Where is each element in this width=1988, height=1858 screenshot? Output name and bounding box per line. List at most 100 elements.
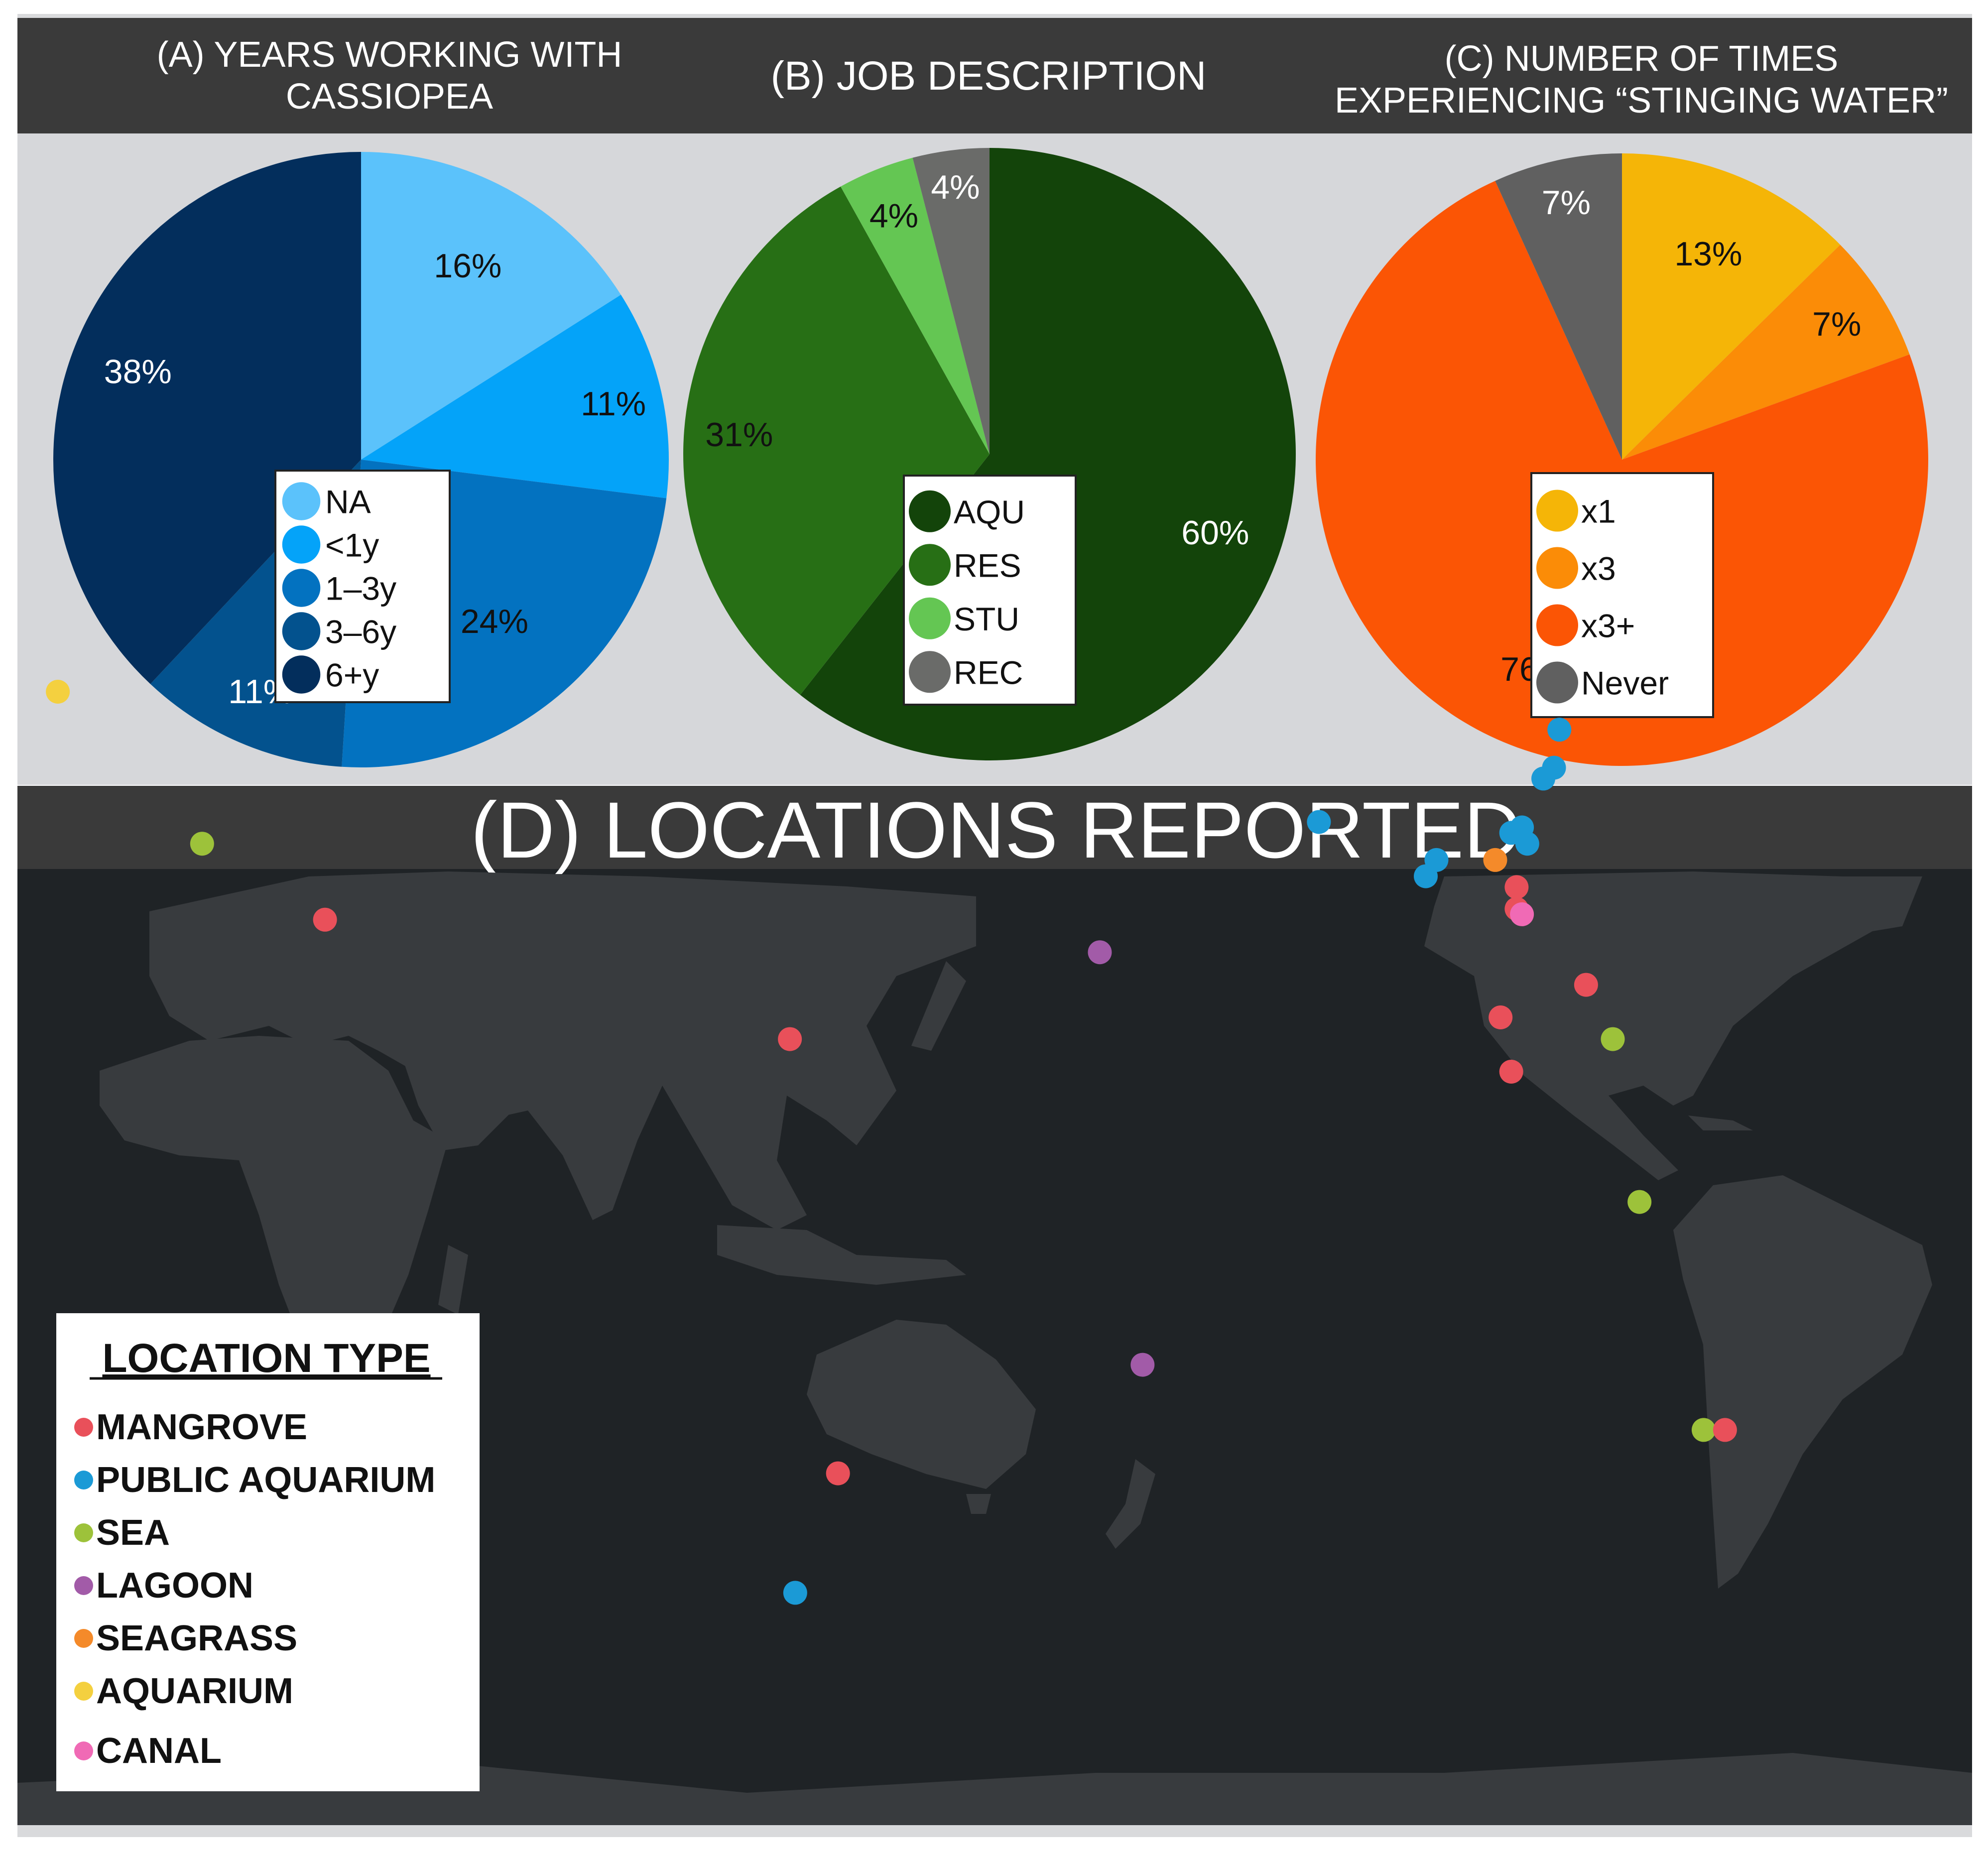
pie-data-label: 31% bbox=[705, 416, 773, 454]
top-frame bbox=[17, 14, 1972, 18]
map-point-lagoon bbox=[1130, 1353, 1155, 1377]
pie-slice--1y bbox=[361, 294, 669, 498]
legend-swatch bbox=[282, 655, 321, 694]
map-legend-swatch bbox=[74, 1741, 93, 1760]
legend-swatch bbox=[1536, 661, 1578, 704]
legend-label: x1 bbox=[1581, 493, 1616, 530]
legend-label: RES bbox=[954, 547, 1021, 584]
legend-label: STU bbox=[954, 601, 1019, 637]
legend-swatch bbox=[909, 490, 951, 532]
land-japan bbox=[911, 961, 966, 1051]
map-legend-label: AQUARIUM bbox=[96, 1671, 293, 1711]
map-point-mangrove bbox=[1489, 1005, 1513, 1029]
legend-label: 3–6y bbox=[325, 614, 396, 650]
map-legend: LOCATION TYPE MANGROVE PUBLIC AQUARIUM SEA L… bbox=[56, 1313, 480, 1791]
legend-swatch bbox=[1536, 604, 1578, 646]
map-legend-title: LOCATION TYPE bbox=[102, 1336, 430, 1381]
map-point-public-aquarium bbox=[1542, 755, 1566, 780]
map-point-public-aquarium bbox=[783, 1581, 807, 1605]
pie-header-band bbox=[17, 18, 1972, 133]
map-point-canal bbox=[1510, 902, 1534, 926]
map-point-mangrove bbox=[1574, 973, 1598, 997]
map-legend-swatch bbox=[74, 1418, 93, 1437]
legend-swatch bbox=[909, 544, 951, 586]
map-point-public-aquarium bbox=[1424, 848, 1449, 872]
map-points bbox=[46, 680, 1737, 1605]
pie-slice-never bbox=[1495, 153, 1622, 460]
pie-data-label: 4% bbox=[931, 168, 980, 206]
pie-data-label: 11% bbox=[581, 385, 646, 423]
map-header-band bbox=[17, 786, 1972, 869]
pie-data-label: 38% bbox=[104, 353, 172, 391]
pie-slice-stu bbox=[840, 157, 990, 454]
pie-data-label: 4% bbox=[870, 197, 918, 235]
legend-label: 1–3y bbox=[325, 570, 396, 607]
land-south-america bbox=[1673, 1175, 1932, 1589]
land-indonesia bbox=[717, 1225, 966, 1285]
map-point-aquarium bbox=[46, 680, 70, 704]
map-point-public-aquarium bbox=[1515, 832, 1539, 856]
legend-swatch bbox=[282, 612, 321, 650]
map-point-public-aquarium bbox=[1547, 718, 1572, 742]
map-point-public-aquarium bbox=[1307, 810, 1331, 834]
map-legend-swatch bbox=[74, 1682, 93, 1701]
legend-swatch bbox=[909, 597, 951, 639]
legend-label: x3 bbox=[1581, 550, 1616, 587]
panel-d-title: (D) LOCATIONS REPORTED bbox=[471, 785, 1521, 874]
pie-slice-x1 bbox=[1622, 153, 1841, 460]
map-legend-label: PUBLIC AQUARIUM bbox=[96, 1460, 435, 1500]
pie-legend: x1 x3 x3+ Never bbox=[1530, 472, 1714, 718]
legend-swatch bbox=[282, 482, 321, 520]
map-point-mangrove bbox=[778, 1027, 802, 1051]
pie-data-label: 24% bbox=[461, 603, 528, 640]
map-legend-label: MANGROVE bbox=[96, 1407, 307, 1447]
legend-label: <1y bbox=[325, 527, 379, 564]
legend-label: 6+y bbox=[325, 657, 379, 694]
land-africa bbox=[100, 1036, 448, 1374]
map-legend-swatch bbox=[74, 1471, 93, 1489]
legend-label: Never bbox=[1581, 665, 1669, 702]
land-new-zealand bbox=[1106, 1459, 1155, 1549]
map-point-mangrove bbox=[1504, 875, 1529, 899]
map-legend-label: SEA bbox=[96, 1513, 170, 1553]
legend-label: AQU bbox=[954, 494, 1025, 530]
pie-data-label: 7% bbox=[1812, 305, 1861, 343]
land-madagascar bbox=[438, 1245, 468, 1315]
bottom-frame bbox=[17, 1825, 1972, 1837]
land-greenland bbox=[1813, 876, 1922, 936]
pie-chart-2: 60% 31% 4% 4% AQU RES STU REC bbox=[683, 148, 1296, 760]
pie-data-label: 60% bbox=[1181, 514, 1249, 552]
map-point-sea bbox=[1627, 1190, 1652, 1214]
legend-swatch bbox=[909, 651, 951, 693]
map-point-sea bbox=[1601, 1027, 1625, 1051]
map-point-mangrove bbox=[826, 1461, 850, 1486]
pie-slice-x3 bbox=[1622, 245, 1910, 460]
land-eurasia bbox=[149, 871, 976, 1230]
map-point-lagoon bbox=[1088, 940, 1112, 965]
legend-swatch bbox=[282, 569, 321, 607]
map-point-seagrass bbox=[1483, 848, 1507, 872]
panel-a-title-line2: CASSIOPEA bbox=[286, 77, 493, 117]
land-tasmania bbox=[966, 1494, 991, 1514]
map-legend-swatch bbox=[74, 1629, 93, 1648]
map-landmasses bbox=[17, 871, 1972, 1825]
pie-slice-na bbox=[361, 152, 621, 460]
panel-c-title-line2: EXPERIENCING “STINGING WATER” bbox=[1335, 81, 1948, 121]
legend-swatch bbox=[1536, 547, 1578, 589]
land-north-america bbox=[1424, 871, 1872, 1180]
land-caribbean bbox=[1688, 1115, 1753, 1130]
legend-label: NA bbox=[325, 484, 371, 520]
pie-legend: NA <1y 1–3y 3–6y 6+y bbox=[274, 470, 451, 703]
map-point-sea bbox=[190, 832, 214, 856]
land-antarctica bbox=[17, 1753, 1972, 1825]
pie-legend: AQU RES STU REC bbox=[903, 475, 1077, 706]
panel-b-title: (B) JOB DESCRIPTION bbox=[771, 53, 1207, 99]
land-australia bbox=[807, 1320, 1036, 1489]
legend-label: x3+ bbox=[1581, 608, 1635, 644]
map-point-sea bbox=[1691, 1418, 1716, 1442]
pie-slice-res bbox=[683, 186, 990, 695]
legend-swatch bbox=[1536, 490, 1578, 532]
pie-slice-rec bbox=[912, 148, 990, 454]
